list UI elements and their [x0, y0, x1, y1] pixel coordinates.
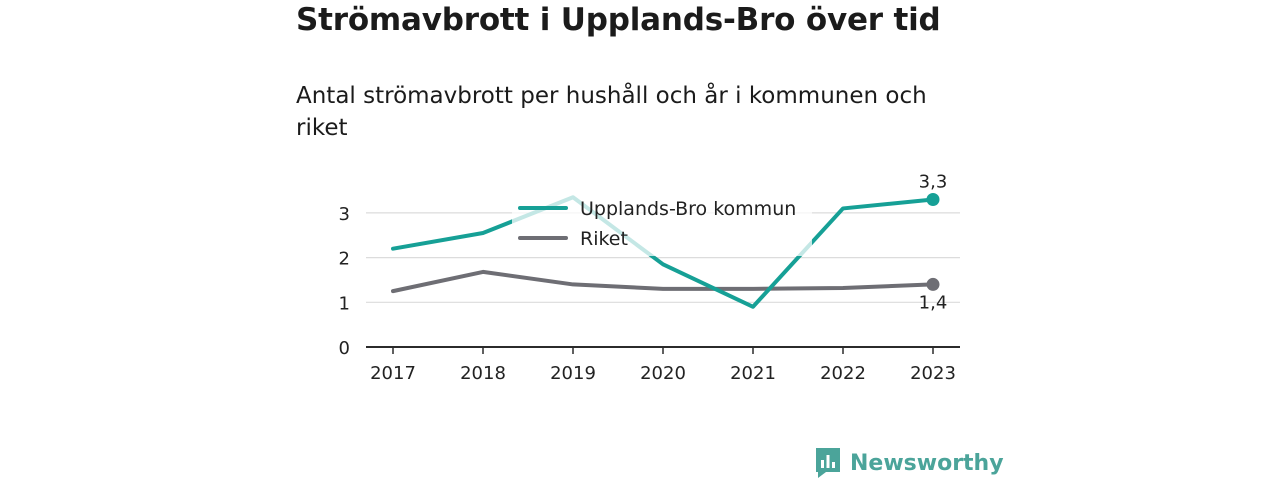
series-line-upplands-bro [391, 195, 935, 309]
x-axis: 2017 2018 2019 2020 2021 2022 2023 [366, 346, 960, 384]
legend: Upplands-Bro kommun Riket [512, 190, 812, 256]
chart-title: Strömavbrott i Upplands-Bro över tid [296, 2, 941, 38]
chart-subtitle: Antal strömavbrott per hushåll och år i … [296, 83, 927, 141]
y-tick-label: 3 [339, 204, 350, 225]
newsworthy-icon [816, 448, 840, 478]
y-tick-label: 1 [339, 293, 350, 314]
end-point-riket [926, 277, 940, 291]
end-value-label: 3,3 [919, 171, 948, 192]
y-tick-label: 0 [339, 338, 350, 359]
legend-label: Upplands-Bro kommun [580, 198, 796, 220]
y-axis-ticks: 0 1 2 3 [339, 204, 350, 359]
brand-name: Newsworthy [850, 450, 1004, 476]
x-tick-label: 2023 [910, 363, 956, 384]
legend-background [512, 190, 812, 256]
end-value-label: 1,4 [919, 292, 948, 313]
y-tick-label: 2 [339, 249, 350, 270]
x-tick-label: 2018 [460, 363, 506, 384]
end-point-upplands-bro [926, 192, 940, 206]
x-tick-label: 2022 [820, 363, 866, 384]
x-tick-label: 2020 [640, 363, 686, 384]
series-lines [391, 192, 940, 309]
x-tick-label: 2019 [550, 363, 596, 384]
series-line-riket [391, 269, 935, 294]
newsworthy-logo: Newsworthy [814, 446, 1004, 480]
x-tick-label: 2021 [730, 363, 776, 384]
end-labels: 3,3 1,4 [919, 171, 948, 313]
x-tick-label: 2017 [370, 363, 416, 384]
legend-label: Riket [580, 228, 628, 250]
